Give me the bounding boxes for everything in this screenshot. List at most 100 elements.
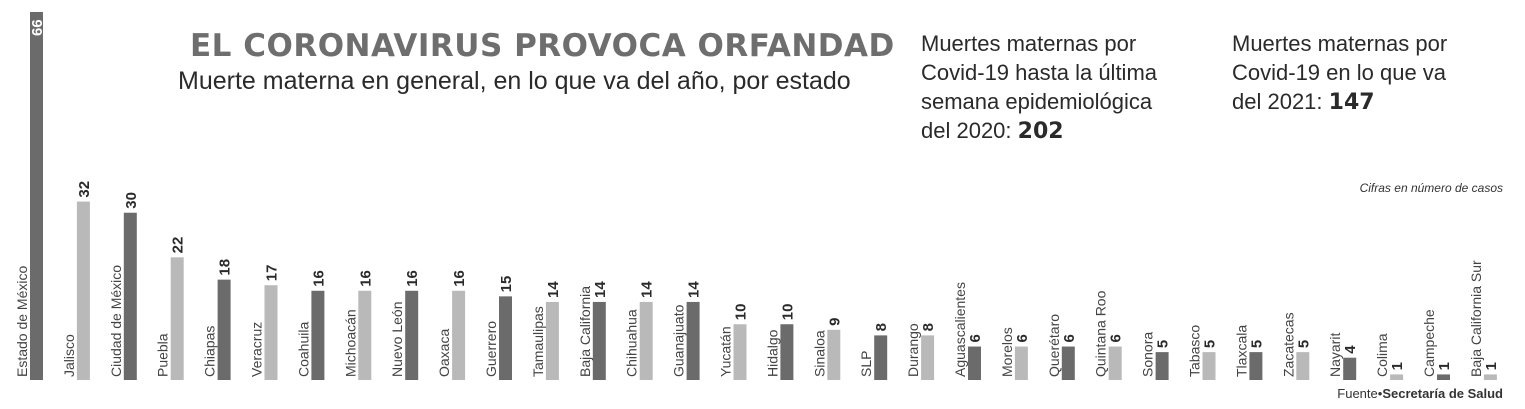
value-label: 16 [451,270,468,287]
category-label: Chiapas [202,326,218,377]
bar [733,324,747,380]
value-label: 5 [1202,340,1219,348]
category-label: Chihuahua [624,309,640,377]
chart-title: EL CORONAVIRUS PROVOCA ORFANDAD [190,28,895,64]
value-label: 1 [1483,362,1500,370]
category-label: Durango [905,323,921,377]
bar [1202,352,1216,380]
category-label: Veracruz [249,322,265,377]
bar [170,257,184,380]
value-label: 22 [170,237,187,254]
source-name: Secretaría de Salud [1382,386,1503,401]
bar [311,290,325,380]
value-label: 14 [686,281,703,298]
value-label: 15 [498,276,515,293]
bar [780,324,794,380]
stat-2020-value: 202 [1017,119,1064,144]
bar [1249,352,1263,380]
bar [874,335,888,380]
category-label: Quintana Roo [1093,290,1109,377]
value-label: 14 [639,281,656,298]
value-label: 14 [545,281,562,298]
units-note: Cifras en número de casos [1359,181,1503,195]
stat-2021-text: Muertes maternas por Covid-19 en lo que … [1232,31,1448,114]
bar [358,290,372,380]
bar [76,201,90,380]
category-labels-group: Estado de México Jalisco Ciudad de México P… [14,260,1484,377]
bar [264,285,278,380]
category-label: Baja California [577,286,593,377]
bar [123,212,137,380]
value-label: 16 [310,270,327,287]
value-label: 4 [1342,345,1359,354]
bar [1390,374,1404,380]
bar [1343,357,1357,380]
category-label: Puebla [155,333,171,377]
bar [592,301,606,380]
value-label: 6 [967,334,984,342]
category-label: Yucatán [718,326,734,377]
category-label: Querétaro [1046,314,1062,377]
value-label: 6 [1014,334,1031,342]
value-label: 10 [779,304,796,321]
bar [827,329,841,380]
value-label: 66 [29,19,46,36]
value-label: 16 [357,270,374,287]
category-label: Colima [1374,333,1390,377]
bar [1483,374,1497,380]
bar [452,290,466,380]
bar [1296,352,1310,380]
category-label: Tabasco [1187,325,1203,377]
source-note: Fuente•Secretaría de Salud [1337,386,1503,401]
value-label: 1 [1389,362,1406,370]
category-label: SLP [858,351,874,377]
bars-group [30,12,1497,380]
category-label: Zacatecas [1280,312,1296,377]
bar [1061,346,1075,380]
chart-subtitle: Muerte materna en general, en lo que va … [178,67,851,95]
category-label: Coahuila [295,322,311,377]
category-label: Campeche [1421,309,1437,377]
value-label: 14 [592,281,609,298]
value-label: 16 [404,270,421,287]
category-label: Hidalgo [764,329,780,377]
bar [968,346,981,380]
category-label: Jalisco [61,334,77,377]
category-label: Guanajuato [671,304,687,377]
bar [30,12,43,380]
value-label: 5 [1295,340,1312,348]
value-label: 6 [1061,334,1078,342]
bar [217,279,231,380]
stat-2020-text: Muertes maternas por Covid-19 hasta la ú… [921,31,1158,143]
source-prefix: Fuente [1337,386,1378,401]
bar [545,301,559,380]
value-label: 9 [826,317,843,325]
category-label: Tlaxcala [1233,325,1249,377]
value-label: 5 [1155,340,1172,348]
category-label: Nayarit [1327,333,1343,377]
category-label: Guerrero [483,321,499,377]
bar [921,335,935,380]
category-label: Tamaulipas [530,306,546,377]
value-label: 10 [733,304,750,321]
value-label: 30 [123,192,140,209]
bar [499,296,512,380]
bar [686,301,700,380]
value-label: 1 [1436,362,1453,370]
value-label: 32 [76,181,93,198]
bar [1108,346,1122,380]
category-label: Ciudad de México [108,265,124,377]
value-label: 6 [1108,334,1125,342]
category-label: Morelos [999,327,1015,377]
value-label: 5 [1248,340,1265,348]
bar [1437,374,1450,380]
value-label: 8 [920,323,937,331]
category-label: Oaxaca [436,329,452,377]
value-label: 18 [217,259,234,276]
stat-2020: Muertes maternas por Covid-19 hasta la ú… [921,29,1166,146]
value-label: 17 [264,265,281,282]
stat-2021-value: 147 [1328,90,1375,115]
category-label: Nuevo León [389,301,405,377]
